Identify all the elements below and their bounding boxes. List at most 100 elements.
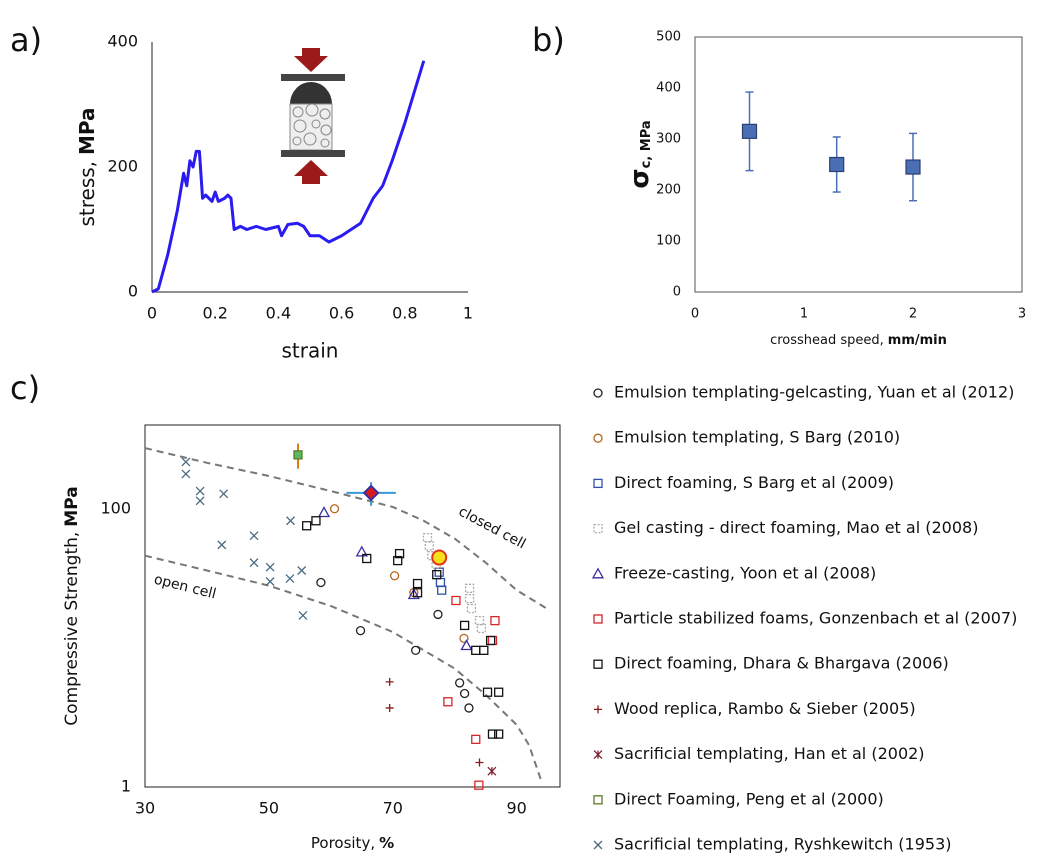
legend-marker xyxy=(593,614,603,624)
arrow-down xyxy=(294,48,328,72)
y-axis-label: σc, MPa xyxy=(625,120,655,188)
legend-marker xyxy=(594,705,602,714)
y-axis-label-subscript: c, MPa xyxy=(639,120,654,168)
x-axis-label: strain xyxy=(282,339,339,363)
legend-label: Direct Foaming, Peng et al (2000) xyxy=(614,789,884,808)
data-point xyxy=(317,506,331,518)
legend-marker xyxy=(593,433,603,443)
data-point xyxy=(285,574,295,584)
data-point xyxy=(474,780,484,790)
data-point xyxy=(181,469,191,479)
x-tick-label: 1 xyxy=(463,304,473,323)
data-point xyxy=(432,570,442,580)
x-tick-label: 90 xyxy=(506,799,526,818)
data-point xyxy=(297,566,307,575)
data-point xyxy=(494,729,504,739)
x-axis-label-unit: % xyxy=(379,834,394,852)
x-tick-label: 3 xyxy=(1018,307,1026,322)
legend-label: Direct foaming, Dhara & Bhargava (2006) xyxy=(614,654,949,673)
boundary-curve xyxy=(144,447,549,610)
top-plate xyxy=(281,74,345,81)
data-point xyxy=(490,615,500,626)
y-tick-label: 200 xyxy=(107,157,138,176)
y-axis-label-symbol: σ xyxy=(625,168,655,188)
bottom-plate xyxy=(281,150,345,157)
data-point xyxy=(494,687,504,697)
data-point xyxy=(195,496,205,506)
highlight-point xyxy=(431,549,448,566)
legend-marker xyxy=(593,750,603,760)
data-point xyxy=(286,516,296,526)
legend-marker xyxy=(593,795,603,805)
pores xyxy=(292,103,332,148)
legend-marker xyxy=(593,478,603,489)
y-tick-label: 400 xyxy=(656,81,681,96)
data-point xyxy=(487,766,497,776)
data-point xyxy=(435,577,446,588)
y-tick-label: 500 xyxy=(656,30,681,45)
arrow-up xyxy=(294,160,328,184)
legend-marker xyxy=(593,523,603,534)
data-point xyxy=(316,577,326,588)
data-point xyxy=(471,645,481,655)
data-point xyxy=(265,577,275,586)
highlight-point xyxy=(362,484,380,502)
legend-marker xyxy=(591,567,605,579)
y-axis-label: stress, MPa xyxy=(75,107,99,226)
data-point xyxy=(249,558,259,568)
legend-label: Sacrificial templating, Han et al (2002) xyxy=(614,744,925,763)
legend-label: Freeze-casting, Yoon et al (2008) xyxy=(614,563,876,582)
panel-label: c) xyxy=(10,369,40,407)
x-axis-label-text: crosshead speed, xyxy=(770,333,884,348)
data-point xyxy=(385,703,394,712)
x-tick-label: 1 xyxy=(800,307,808,322)
x-tick-label: 0.4 xyxy=(266,304,291,323)
legend-marker xyxy=(593,840,603,850)
x-tick-label: 2 xyxy=(909,307,917,322)
x-tick-label: 0 xyxy=(147,304,157,323)
data-point xyxy=(302,521,312,531)
y-axis-label: Compressive Strength, MPa xyxy=(62,486,82,725)
y-tick-label: 0 xyxy=(673,285,681,300)
curve-label: closed cell xyxy=(456,504,528,553)
y-tick-label: 0 xyxy=(128,282,138,301)
legend-label: Sacrificial templating, Ryshkewitch (195… xyxy=(614,835,952,854)
data-point xyxy=(459,688,470,699)
y-tick-label: 200 xyxy=(656,183,681,198)
x-axis-label-text: Porosity, xyxy=(311,834,375,852)
data-point xyxy=(487,729,498,739)
data-point xyxy=(181,457,191,467)
data-point xyxy=(451,595,461,606)
panel-label: b) xyxy=(532,21,565,59)
data-point xyxy=(464,593,475,604)
x-axis-label-unit: mm/min xyxy=(888,333,947,348)
legend-label: Particle stabilized foams, Gonzenbach et… xyxy=(614,609,1017,628)
legend-label: Gel casting - direct foaming, Mao et al … xyxy=(614,518,978,537)
data-point xyxy=(195,486,205,496)
x-tick-label: 0.2 xyxy=(202,304,227,323)
x-tick-label: 0 xyxy=(691,307,699,322)
y-tick-label: 400 xyxy=(107,32,138,51)
y-tick-label: 100 xyxy=(100,498,131,517)
legend-label: Emulsion templating-gelcasting, Yuan et … xyxy=(614,383,1014,402)
data-point xyxy=(455,678,465,688)
curve-label: open cell xyxy=(152,572,217,603)
data-point xyxy=(485,635,496,646)
data-point xyxy=(393,555,403,566)
legend-label: Direct foaming, S Barg et al (2009) xyxy=(614,473,894,492)
legend-label: Emulsion templating, S Barg (2010) xyxy=(614,428,900,447)
data-point xyxy=(476,623,486,634)
data-point xyxy=(389,571,400,581)
stress-curve xyxy=(151,60,426,294)
x-axis-label: Porosity,% xyxy=(311,834,394,852)
data-point xyxy=(475,758,484,767)
data-point xyxy=(407,588,420,600)
data-point xyxy=(355,545,368,557)
data-point xyxy=(459,620,470,631)
data-point xyxy=(394,548,405,559)
data-point xyxy=(298,611,308,620)
legend-marker xyxy=(593,388,603,398)
x-tick-label: 50 xyxy=(259,799,279,818)
data-point xyxy=(464,703,474,713)
